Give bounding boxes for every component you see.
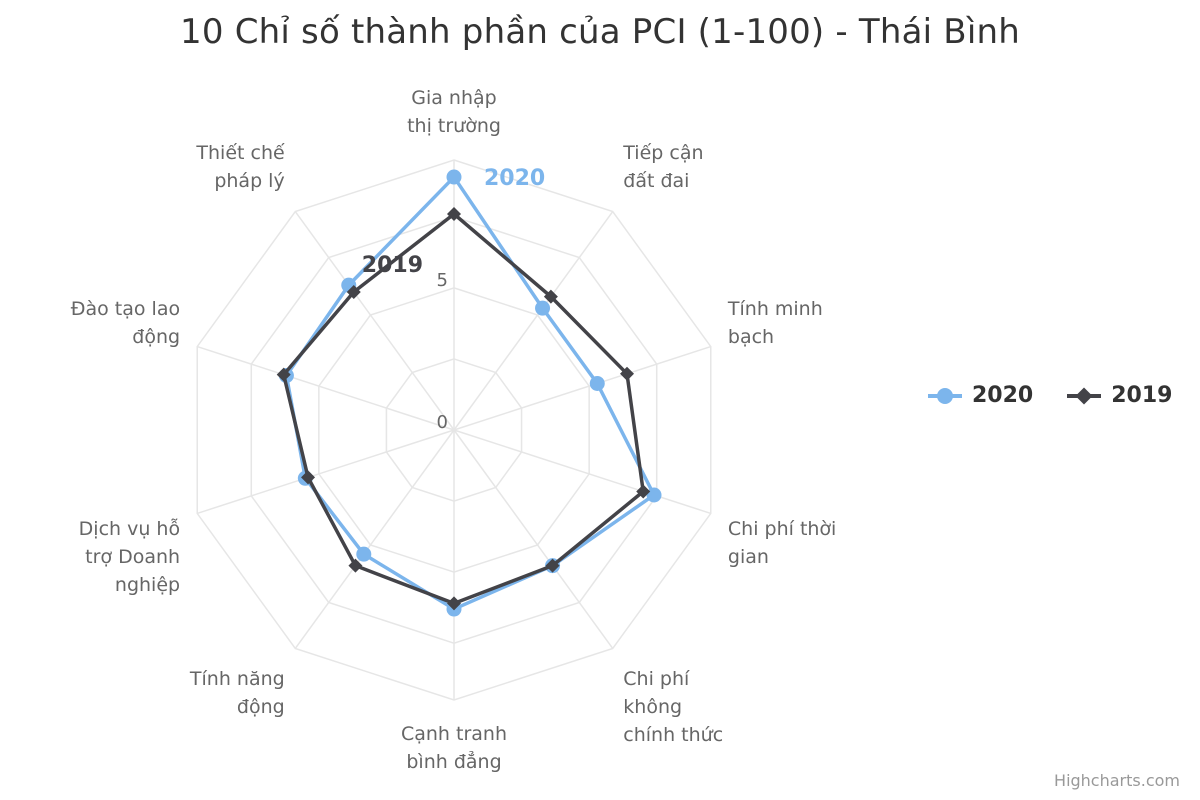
category-label-8: Đào tạo lao động <box>71 298 180 348</box>
tick-label-1: 5 <box>437 270 448 291</box>
series-plot <box>276 169 662 617</box>
legend-circle-marker-icon <box>928 386 962 406</box>
legend-item-2020[interactable]: 2020 <box>928 383 1033 408</box>
category-label-line: động <box>132 326 180 348</box>
category-label-line: Thiết chế <box>195 142 285 164</box>
category-label-line: Gia nhập <box>411 87 496 109</box>
legend-label-2020: 2020 <box>972 383 1034 408</box>
legend-diamond-marker-icon <box>1067 386 1102 406</box>
radial-tick-labels: 05 <box>437 270 448 433</box>
legend: 2020 2019 <box>928 383 1172 408</box>
point-2019-5 <box>447 596 461 611</box>
point-2019-2 <box>619 366 634 381</box>
category-label-3: Chi phí thời gian <box>728 518 836 568</box>
grid-spoke-1 <box>453 211 614 431</box>
credits-link[interactable]: Highcharts.com <box>1054 771 1180 790</box>
point-2020-2 <box>589 375 605 391</box>
chart-title: 10 Chỉ số thành phần của PCI (1-100) - T… <box>180 12 1020 52</box>
category-labels: Gia nhập thị trường Tiếp cận đất đai Tính mi… <box>71 87 837 773</box>
grid-spoke-3 <box>453 429 712 515</box>
category-label-line: bạch <box>728 326 774 348</box>
category-label-4: Chi phí không chính thức <box>623 668 723 746</box>
series-tag-2019: 2019 <box>362 253 423 278</box>
category-label-7: Dịch vụ hỗ trợ Doanh nghiệp <box>79 517 180 596</box>
category-label-line: Tính minh <box>727 298 823 320</box>
point-2020-3 <box>646 487 662 503</box>
grid-spoke-2 <box>453 345 712 431</box>
radar-grid <box>196 159 712 701</box>
category-label-line: Dịch vụ hỗ <box>79 517 180 540</box>
category-label-line: trợ Doanh <box>85 546 180 568</box>
category-label-1: Tiếp cận đất đai <box>622 142 703 192</box>
point-2019-6 <box>348 558 363 573</box>
category-label-line: Đào tạo lao <box>71 298 180 320</box>
grid-spoke-9 <box>294 211 455 431</box>
point-2019-0 <box>447 207 461 221</box>
point-2020-6 <box>356 546 372 562</box>
category-label-line: Chi phí <box>623 668 690 690</box>
category-label-2: Tính minh bạch <box>727 298 823 348</box>
point-2019-1 <box>543 289 558 304</box>
series-tag-2020: 2020 <box>484 166 545 191</box>
category-label-0: Gia nhập thị trường <box>407 87 501 137</box>
category-label-line: pháp lý <box>214 170 284 192</box>
category-label-line: nghiệp <box>115 574 180 596</box>
tick-label-0: 0 <box>437 412 448 433</box>
category-label-line: Tiếp cận <box>622 142 703 164</box>
category-label-line: Cạnh tranh <box>401 723 507 745</box>
category-label-line: Chi phí thời <box>728 518 836 540</box>
category-label-line: động <box>237 696 285 718</box>
legend-label-2019: 2019 <box>1111 383 1173 408</box>
category-label-6: Tính năng động <box>189 668 285 718</box>
point-2019-9 <box>346 285 361 300</box>
point-2019-4 <box>545 558 560 573</box>
category-label-line: không <box>623 696 682 718</box>
point-2020-1 <box>535 300 551 316</box>
category-label-line: gian <box>728 546 769 568</box>
category-label-5: Cạnh tranh bình đẳng <box>401 723 507 773</box>
category-label-line: thị trường <box>407 115 501 137</box>
grid-spoke-4 <box>453 429 614 649</box>
category-label-line: bình đẳng <box>406 750 501 773</box>
grid-spoke-6 <box>294 429 455 649</box>
legend-item-2019[interactable]: 2019 <box>1067 383 1172 408</box>
category-label-9: Thiết chế pháp lý <box>195 142 285 192</box>
category-label-line: đất đai <box>623 170 689 192</box>
category-label-line: Tính năng <box>189 668 285 690</box>
grid-spoke-8 <box>196 345 455 431</box>
series-tags: 2020 2019 <box>362 166 545 278</box>
category-label-line: chính thức <box>623 724 723 746</box>
point-2019-8 <box>276 367 291 382</box>
point-2019-7 <box>301 470 316 485</box>
point-2019-3 <box>636 484 651 499</box>
grid-spoke-7 <box>196 429 455 515</box>
point-2020-0 <box>446 169 462 185</box>
